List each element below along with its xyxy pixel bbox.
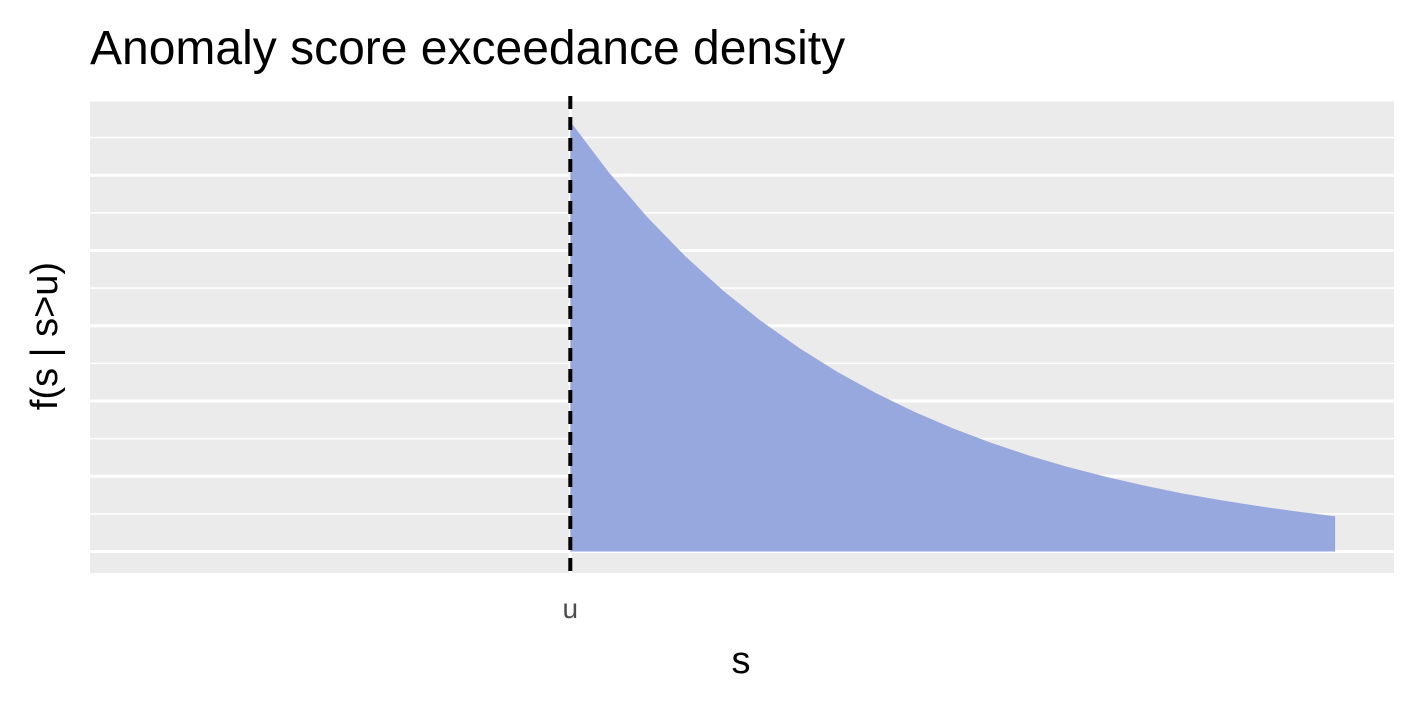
x-axis-title: s [732, 640, 751, 682]
chart-title: Anomaly score exceedance density [90, 22, 845, 75]
y-axis-title: f(s | s>u) [24, 262, 66, 410]
plot-panel [90, 96, 1394, 573]
x-tick-label: u [563, 593, 579, 624]
density-area [570, 121, 1336, 552]
x-tick-labels: u [563, 593, 579, 624]
